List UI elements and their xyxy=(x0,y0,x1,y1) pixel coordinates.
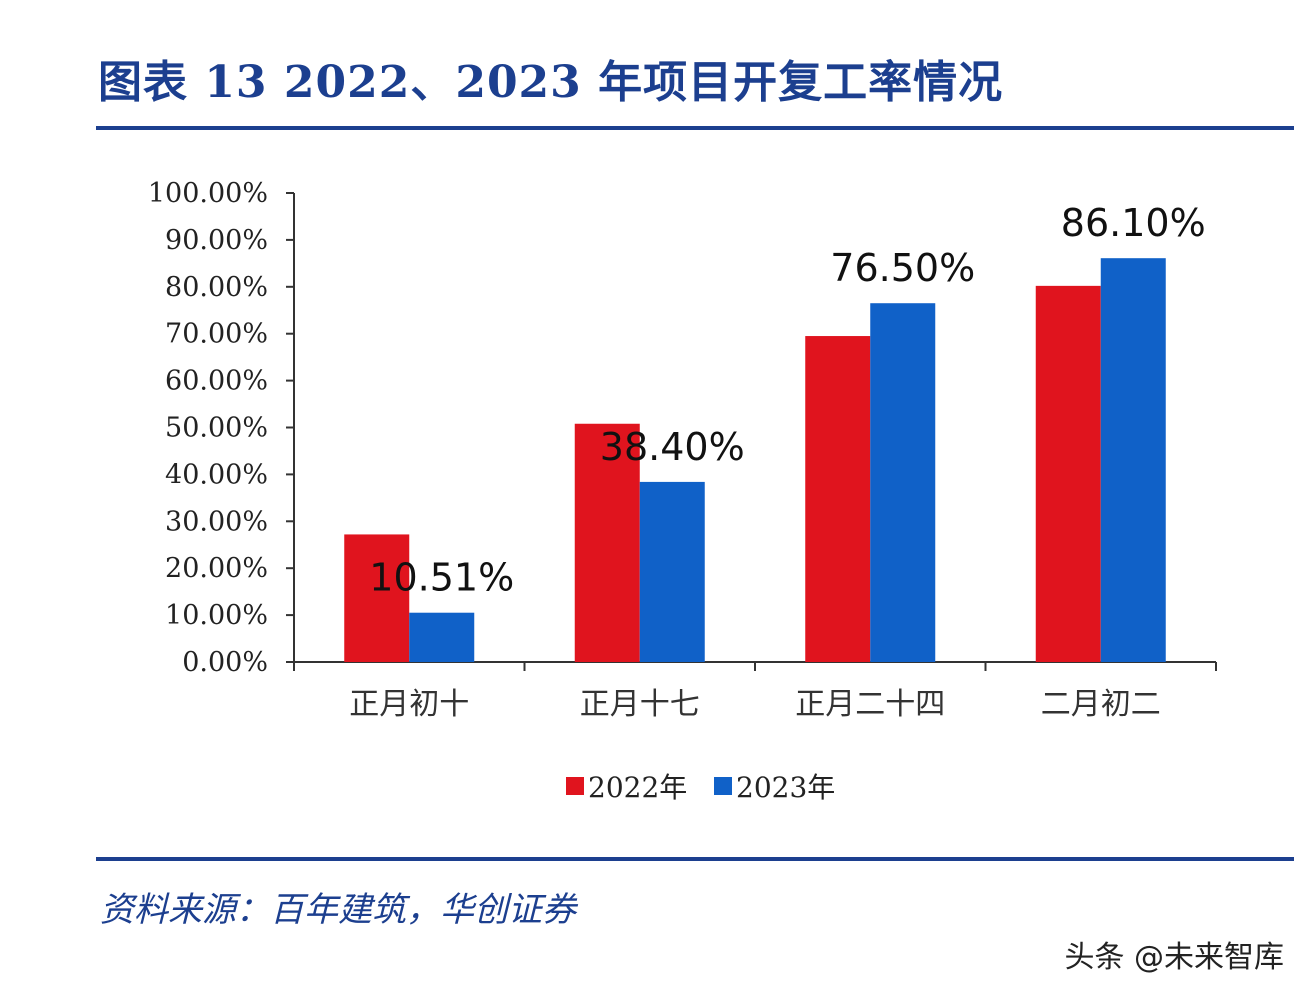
y-tick-label: 20.00% xyxy=(165,553,268,584)
bar-2022 xyxy=(574,423,640,662)
data-label: 38.40% xyxy=(600,425,745,469)
data-label: 76.50% xyxy=(830,246,975,290)
data-label: 86.10% xyxy=(1061,201,1206,245)
data-label: 10.51% xyxy=(369,556,514,600)
y-tick-label: 80.00% xyxy=(165,272,268,303)
legend-swatch xyxy=(714,777,732,795)
watermark: 头条 @未来智库 xyxy=(1064,940,1284,975)
bar-2023 xyxy=(409,612,475,662)
legend-label: 2022年 xyxy=(588,771,687,804)
y-tick-label: 100.00% xyxy=(148,178,268,209)
bar-chart: 0.00% 10.00% 20.00% 30.00% 40.00% 50.00% 60.00… xyxy=(148,178,1217,804)
source-note: 资料来源：百年建筑，华创证券 xyxy=(100,890,576,930)
y-tick-label: 30.00% xyxy=(165,506,268,537)
y-tick-label: 40.00% xyxy=(165,459,268,490)
figure-title: 图表 13 2022、2023 年项目开复工率情况 xyxy=(98,57,1004,108)
x-category-label: 正月十七 xyxy=(580,687,700,722)
legend-label: 2023年 xyxy=(736,771,835,804)
x-category-label: 正月初十 xyxy=(349,687,469,722)
bar-2023 xyxy=(639,481,705,662)
bar-2022 xyxy=(344,534,410,662)
bar-2022 xyxy=(805,336,871,662)
y-tick-label: 90.00% xyxy=(165,225,268,256)
y-tick-label: 10.00% xyxy=(165,600,268,631)
bar-2023 xyxy=(870,303,936,662)
legend-swatch xyxy=(566,777,584,795)
bar-2023 xyxy=(1100,258,1166,662)
y-tick-label: 50.00% xyxy=(165,413,268,444)
y-tick-label: 0.00% xyxy=(182,647,268,678)
bar-2022 xyxy=(1035,285,1101,662)
y-tick-label: 70.00% xyxy=(165,319,268,350)
x-category-label: 正月二十四 xyxy=(795,687,945,722)
y-tick-label: 60.00% xyxy=(165,366,268,397)
x-category-label: 二月初二 xyxy=(1041,687,1161,722)
source-rule xyxy=(96,857,1294,861)
title-rule xyxy=(96,126,1294,130)
